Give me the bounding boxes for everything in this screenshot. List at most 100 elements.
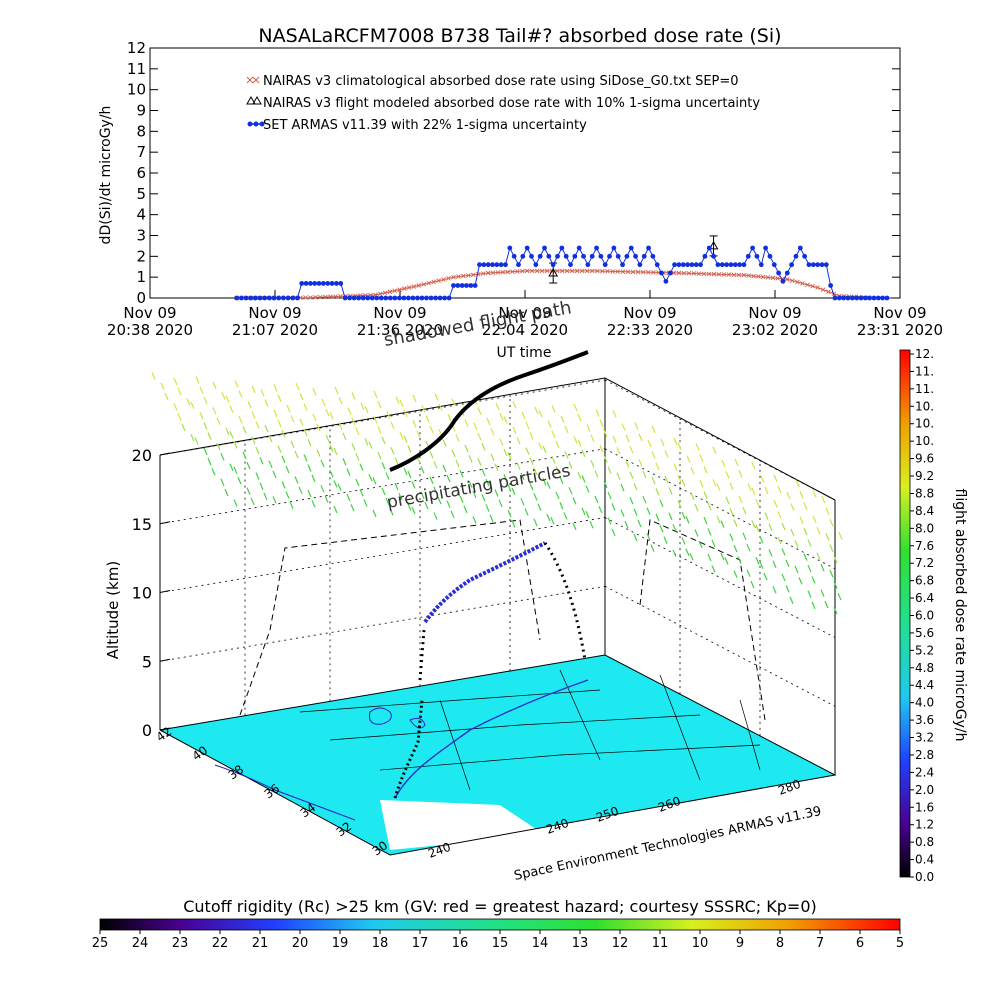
map-border-line [379,744,761,771]
particle-marker [273,409,278,418]
legend-entry-0: NAIRAS v3 climatological absorbed dose r… [246,74,739,89]
particle-marker [207,457,212,466]
particle-marker [729,482,734,490]
particle-marker [490,428,495,436]
particle-marker [373,416,378,424]
data-point-dot [308,281,313,286]
particle-marker [755,499,760,507]
data-point-x [584,268,590,274]
colorbar-tick-label: 3.6 [915,713,934,727]
data-point-dot [758,262,764,268]
particle-marker [655,513,660,522]
particle-marker [768,549,773,557]
particle-marker [547,420,552,428]
particle-marker [638,459,643,467]
data-point-dot [828,283,834,288]
particle-marker [799,516,804,524]
data-point-dot [763,245,769,251]
data-point-x [826,289,831,295]
particle-marker [533,467,538,476]
data-point-x [441,277,446,282]
data-point-dot [819,262,825,268]
data-point-dot [581,253,586,259]
particle-marker [625,460,630,468]
particle-marker [399,432,404,440]
particle-marker [333,447,338,456]
particle-marker [829,519,834,527]
data-point-x [470,272,476,278]
particle-marker [281,455,286,464]
data-point-x [746,273,752,278]
data-point-dot [780,278,786,284]
particle-marker [424,501,429,510]
particle-marker [338,422,343,430]
cutoff-rigidity-title: Cutoff rigidity (Rc) >25 km (GV: red = g… [183,897,817,916]
colorbar-tick-label: 10. [915,417,934,431]
y-tick-label: 1 [136,268,146,286]
particle-marker [403,467,408,476]
data-point-dot [832,295,838,301]
data-point-dot [406,295,411,301]
particle-marker [633,533,638,542]
particle-marker [707,502,712,511]
rigidity-tick-label: 13 [572,936,589,951]
data-point-x [810,283,815,289]
particle-marker [351,417,356,426]
data-point-triangle [548,267,559,277]
x-tick-date: Nov 09 [248,304,301,322]
cutoff-rigidity-colorbar: Cutoff rigidity (Rc) >25 km (GV: red = g… [92,897,904,951]
data-point-dot [511,253,517,259]
particle-marker [334,386,339,395]
data-point-x [741,272,747,278]
colorbar-tick-label: 3.2 [915,731,934,745]
particle-marker [777,485,782,494]
particle-marker [325,408,330,417]
particle-marker [673,463,678,471]
particle-marker [751,462,756,470]
data-point-x [402,286,407,291]
particle-marker [216,442,221,451]
altitude-tick-label: 10 [132,584,152,603]
data-point-x [333,294,338,299]
y-axis-label: dD(Si)/dt microGy/h [98,106,114,245]
particle-marker [790,503,795,511]
data-point-x [519,268,525,274]
particle-marker [521,411,526,420]
particle-marker [233,499,238,507]
particle-marker [616,446,621,455]
data-point-dot [276,295,282,301]
particle-marker [737,556,742,564]
particle-marker [425,415,430,423]
particle-marker [621,423,626,431]
data-point-x [505,269,510,275]
data-point-dot [290,295,296,301]
particle-marker [242,451,247,460]
x-tick-time: 21:36 2020 [357,321,443,339]
data-point-dot [711,253,716,259]
particle-marker [498,499,503,507]
particle-marker [733,519,738,527]
colorbar-tick-label: 8.8 [915,486,934,500]
particle-marker [655,462,660,471]
ground-track-low [393,699,424,799]
particle-marker [751,520,756,528]
particle-marker [246,487,251,495]
particle-marker [199,412,204,420]
particle-marker [485,504,490,512]
particle-marker [721,459,726,468]
particle-marker [329,444,334,452]
particle-marker [468,480,473,488]
data-point-dot [294,295,300,301]
colorbar-tick-label: 11. [915,364,934,378]
data-point-dot [802,253,808,259]
particle-marker [660,438,665,447]
data-point-dot [693,262,699,268]
colorbar-tick-label: 0.8 [915,835,934,849]
particle-marker [264,424,269,433]
data-point-dot [789,262,795,268]
particle-marker [411,481,416,489]
data-point-dot [771,262,777,268]
particle-marker [750,580,755,589]
dose-rate-chart: NASALaRCFM7008 B738 Tail#? absorbed dose… [98,25,943,361]
particle-marker [542,478,547,486]
